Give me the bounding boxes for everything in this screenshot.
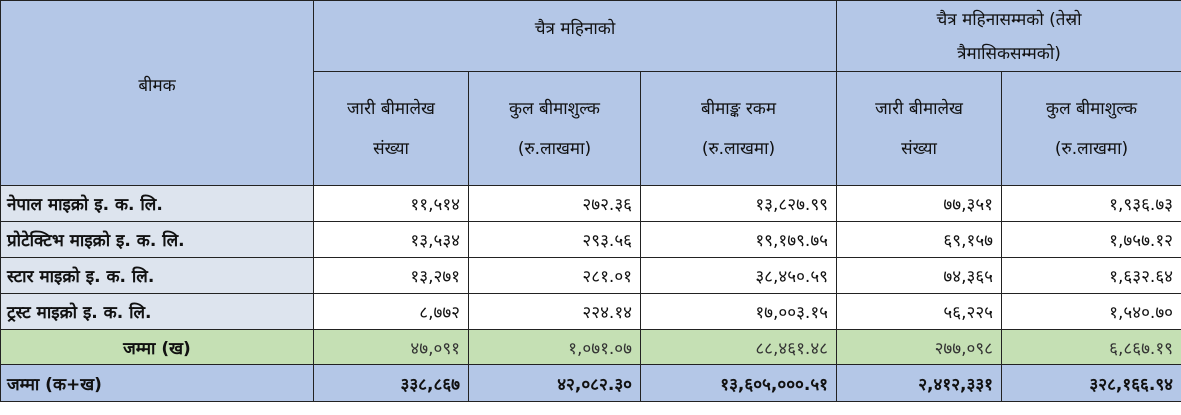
cum-premium-cell: १,६३२.६४: [1001, 257, 1181, 294]
header-cum-policies-line2: संख्या: [901, 138, 937, 159]
cum-policies-cell: ६९,१५७: [836, 221, 1003, 258]
header-cum-premium-line2: (रु.लाखमा): [1054, 138, 1129, 159]
insurer-name: प्रोटेक्टिभ माइक्रो इ. क. लि.: [0, 221, 314, 258]
table-row: प्रोटेक्टिभ माइक्रो इ. क. लि. १३,५३४ २९३…: [0, 221, 1181, 258]
table-row: ट्रस्ट माइक्रो इ. क. लि. ८,७७२ २२४.१४ १७…: [0, 293, 1181, 330]
policies-cell: १३,२७१: [313, 257, 469, 294]
subtotal-premium: १,०७१.०७: [468, 329, 641, 365]
subtotal-cum-policies: २७७,०९८: [836, 329, 1003, 365]
header-cumulative-group: चैत्र महिनासम्मको (तेस्रो त्रैमासिकसम्मक…: [836, 0, 1181, 72]
cum-premium-cell: १,५४०.७०: [1001, 293, 1181, 330]
insurer-name: ट्रस्ट माइक्रो इ. क. लि.: [0, 293, 314, 330]
table-row: स्टार माइक्रो इ. क. लि. १३,२७१ २८१.०१ ३८…: [0, 257, 1181, 294]
premium-cell: २८१.०१: [468, 257, 641, 294]
policies-cell: १३,५३४: [313, 221, 469, 258]
header-premium: कुल बीमाशुल्क (रु.लाखमा): [468, 71, 641, 186]
premium-cell: २२४.१४: [468, 293, 641, 330]
header-sum-line2: (रु.लाखमा): [701, 138, 776, 159]
header-month-group: चैत्र महिनाको: [312, 0, 838, 72]
sum-insured-cell: ३८,४५०.५९: [639, 257, 838, 294]
sum-insured-cell: १७,००३.१५: [639, 293, 838, 330]
total-sum-insured: १३,६०५,०००.५१: [639, 364, 838, 402]
policies-cell: ११,५१४: [313, 185, 469, 222]
subtotal-policies: ४७,०९१: [313, 329, 469, 365]
subtotal-label: जम्मा (ख): [0, 329, 314, 365]
subtotal-cum-premium: ६,८६७.१९: [1001, 329, 1181, 365]
insurer-name: नेपाल माइक्रो इ. क. लि.: [0, 185, 314, 222]
total-policies: ३३८,८६७: [313, 364, 469, 402]
table-row: नेपाल माइक्रो इ. क. लि. ११,५१४ २७२.३६ १३…: [0, 185, 1181, 222]
header-cum-policies: जारी बीमालेख संख्या: [836, 71, 1003, 186]
total-row: जम्मा (क+ख) ३३८,८६७ ४२,०८२.३० १३,६०५,०००…: [0, 364, 1181, 402]
sum-insured-cell: १९,१७९.७५: [639, 221, 838, 258]
header-cum-premium-line1: कुल बीमाशुल्क: [1046, 98, 1137, 119]
total-cum-premium: ३२८,१६६.९४: [1001, 364, 1181, 402]
premium-cell: २९३.५६: [468, 221, 641, 258]
header-policies: जारी बीमालेख संख्या: [313, 71, 469, 186]
subtotal-row: जम्मा (ख) ४७,०९१ १,०७१.०७ ८८,४६१.४८ २७७,…: [0, 329, 1181, 365]
header-cumulative-line2: त्रैमासिकसम्मको): [957, 44, 1061, 64]
header-premium-line2: (रु.लाखमा): [517, 138, 592, 159]
header-policies-line1: जारी बीमालेख: [347, 98, 435, 119]
insurer-name: स्टार माइक्रो इ. क. लि.: [0, 257, 314, 294]
header-premium-line1: कुल बीमाशुल्क: [509, 98, 600, 119]
header-sum-line1: बीमाङ्क रकम: [700, 98, 777, 119]
header-insurer: बीमक: [0, 0, 314, 186]
sum-insured-cell: १३,८२७.९९: [639, 185, 838, 222]
header-cum-premium: कुल बीमाशुल्क (रु.लाखमा): [1001, 71, 1181, 186]
header-policies-line2: संख्या: [373, 138, 409, 159]
cum-policies-cell: ७४,३६५: [836, 257, 1003, 294]
policies-cell: ८,७७२: [313, 293, 469, 330]
total-premium: ४२,०८२.३०: [468, 364, 641, 402]
cum-premium-cell: १,७५७.१२: [1001, 221, 1181, 258]
subtotal-sum-insured: ८८,४६१.४८: [639, 329, 838, 365]
total-label: जम्मा (क+ख): [0, 364, 314, 402]
cum-premium-cell: १,९३६.७३: [1001, 185, 1181, 222]
total-cum-policies: २,४१२,३३१: [836, 364, 1003, 402]
insurance-table: बीमक चैत्र महिनाको चैत्र महिनासम्मको (ते…: [0, 0, 1181, 402]
premium-cell: २७२.३६: [468, 185, 641, 222]
header-sum-insured: बीमाङ्क रकम (रु.लाखमा): [639, 71, 838, 186]
cum-policies-cell: ७७,३५१: [836, 185, 1003, 222]
header-cumulative-line1: चैत्र महिनासम्मको (तेस्रो: [936, 10, 1082, 30]
header-cum-policies-line1: जारी बीमालेख: [875, 98, 963, 119]
cum-policies-cell: ५६,२२५: [836, 293, 1003, 330]
